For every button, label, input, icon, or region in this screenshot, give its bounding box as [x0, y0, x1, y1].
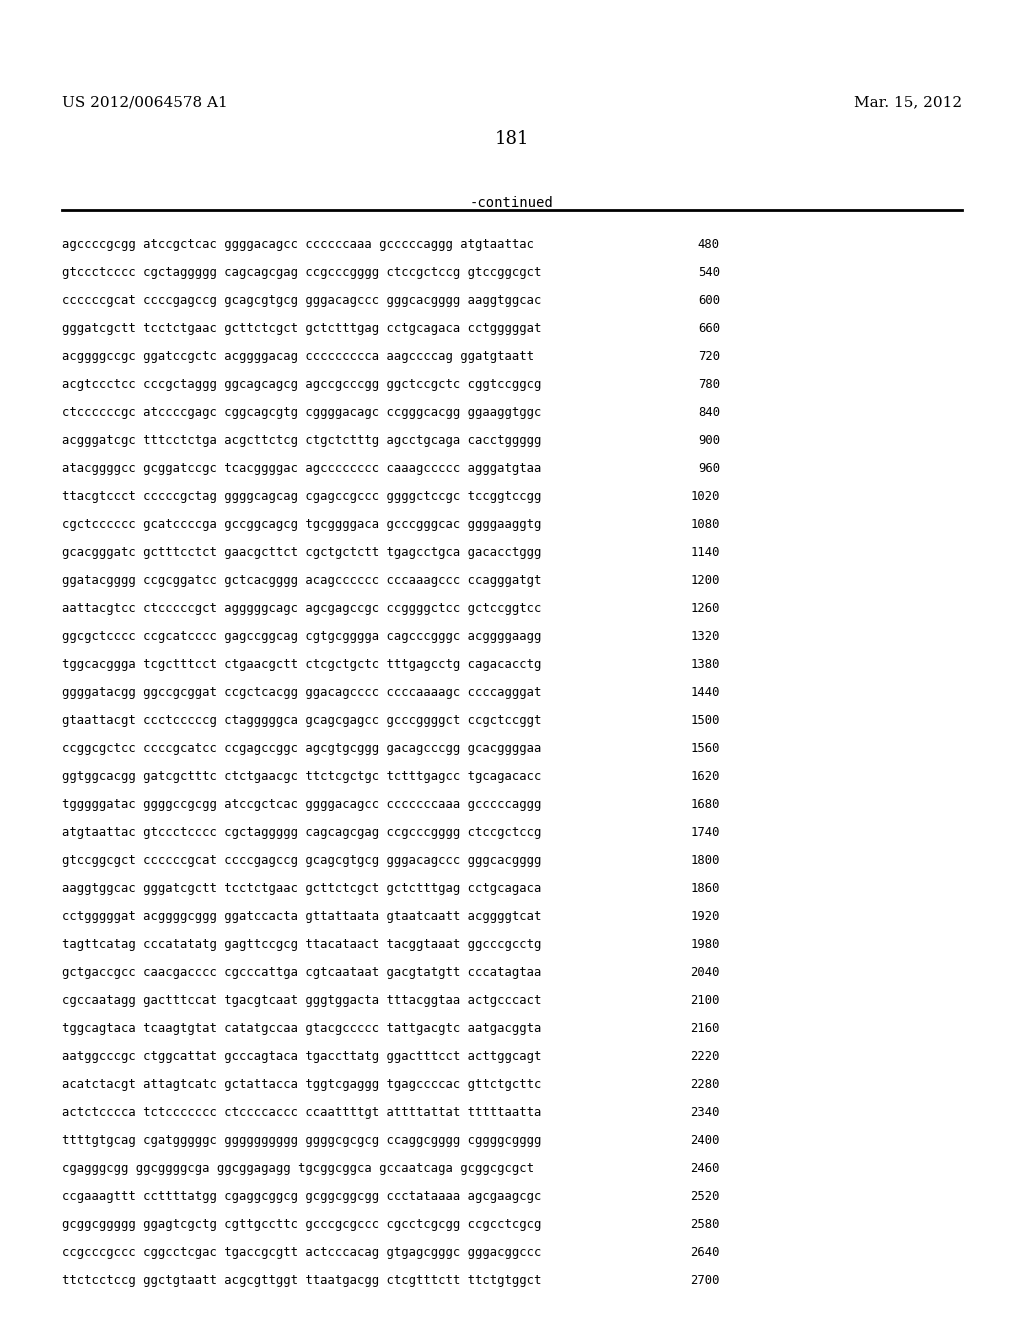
Text: 900: 900	[698, 434, 720, 447]
Text: 480: 480	[698, 238, 720, 251]
Text: 1800: 1800	[690, 854, 720, 867]
Text: 1140: 1140	[690, 546, 720, 558]
Text: 600: 600	[698, 294, 720, 308]
Text: cgagggcgg ggcggggcga ggcggagagg tgcggcggca gccaatcaga gcggcgcgct: cgagggcgg ggcggggcga ggcggagagg tgcggcgg…	[62, 1162, 534, 1175]
Text: gtccggcgct ccccccgcat ccccgagccg gcagcgtgcg gggacagccc gggcacgggg: gtccggcgct ccccccgcat ccccgagccg gcagcgt…	[62, 854, 542, 867]
Text: 1980: 1980	[690, 939, 720, 950]
Text: gtccctcccc cgctaggggg cagcagcgag ccgcccgggg ctccgctccg gtccggcgct: gtccctcccc cgctaggggg cagcagcgag ccgcccg…	[62, 267, 542, 279]
Text: 1200: 1200	[690, 574, 720, 587]
Text: 181: 181	[495, 129, 529, 148]
Text: agccccgcgg atccgctcac ggggacagcc ccccccaaa gcccccaggg atgtaattac: agccccgcgg atccgctcac ggggacagcc cccccca…	[62, 238, 534, 251]
Text: ccgcccgccc cggcctcgac tgaccgcgtt actcccacag gtgagcgggc gggacggccc: ccgcccgccc cggcctcgac tgaccgcgtt actccca…	[62, 1246, 542, 1259]
Text: 1020: 1020	[690, 490, 720, 503]
Text: 2040: 2040	[690, 966, 720, 979]
Text: actctcccca tctccccccc ctccccaccc ccaattttgt attttattat tttttaatta: actctcccca tctccccccc ctccccaccc ccaattt…	[62, 1106, 542, 1119]
Text: 1560: 1560	[690, 742, 720, 755]
Text: tgggggatac ggggccgcgg atccgctcac ggggacagcc cccccccaaa gcccccaggg: tgggggatac ggggccgcgg atccgctcac ggggaca…	[62, 799, 542, 810]
Text: acgtccctcc cccgctaggg ggcagcagcg agccgcccgg ggctccgctc cggtccggcg: acgtccctcc cccgctaggg ggcagcagcg agccgcc…	[62, 378, 542, 391]
Text: cgccaatagg gactttccat tgacgtcaat gggtggacta tttacggtaa actgcccact: cgccaatagg gactttccat tgacgtcaat gggtgga…	[62, 994, 542, 1007]
Text: 1380: 1380	[690, 657, 720, 671]
Text: 840: 840	[698, 407, 720, 418]
Text: ggatacgggg ccgcggatcc gctcacgggg acagcccccc cccaaagccc ccagggatgt: ggatacgggg ccgcggatcc gctcacgggg acagccc…	[62, 574, 542, 587]
Text: ttacgtccct cccccgctag ggggcagcag cgagccgccc ggggctccgc tccggtccgg: ttacgtccct cccccgctag ggggcagcag cgagccg…	[62, 490, 542, 503]
Text: ggggatacgg ggccgcggat ccgctcacgg ggacagcccc ccccaaaagc ccccagggat: ggggatacgg ggccgcggat ccgctcacgg ggacagc…	[62, 686, 542, 700]
Text: ggcgctcccc ccgcatcccc gagccggcag cgtgcgggga cagcccgggc acggggaagg: ggcgctcccc ccgcatcccc gagccggcag cgtgcgg…	[62, 630, 542, 643]
Text: 1440: 1440	[690, 686, 720, 700]
Text: acgggatcgc tttcctctga acgcttctcg ctgctctttg agcctgcaga cacctggggg: acgggatcgc tttcctctga acgcttctcg ctgctct…	[62, 434, 542, 447]
Text: gctgaccgcc caacgacccc cgcccattga cgtcaataat gacgtatgtt cccatagtaa: gctgaccgcc caacgacccc cgcccattga cgtcaat…	[62, 966, 542, 979]
Text: 1080: 1080	[690, 517, 720, 531]
Text: 2100: 2100	[690, 994, 720, 1007]
Text: 1500: 1500	[690, 714, 720, 727]
Text: cctgggggat acggggcggg ggatccacta gttattaata gtaatcaatt acggggtcat: cctgggggat acggggcggg ggatccacta gttatta…	[62, 909, 542, 923]
Text: 720: 720	[698, 350, 720, 363]
Text: tggcacggga tcgctttcct ctgaacgctt ctcgctgctc tttgagcctg cagacacctg: tggcacggga tcgctttcct ctgaacgctt ctcgctg…	[62, 657, 542, 671]
Text: 2280: 2280	[690, 1078, 720, 1092]
Text: 1260: 1260	[690, 602, 720, 615]
Text: gggatcgctt tcctctgaac gcttctcgct gctctttgag cctgcagaca cctgggggat: gggatcgctt tcctctgaac gcttctcgct gctcttt…	[62, 322, 542, 335]
Text: 1740: 1740	[690, 826, 720, 840]
Text: gcacgggatc gctttcctct gaacgcttct cgctgctctt tgagcctgca gacacctggg: gcacgggatc gctttcctct gaacgcttct cgctgct…	[62, 546, 542, 558]
Text: 2460: 2460	[690, 1162, 720, 1175]
Text: aattacgtcc ctcccccgct agggggcagc agcgagccgc ccggggctcc gctccggtcc: aattacgtcc ctcccccgct agggggcagc agcgagc…	[62, 602, 542, 615]
Text: atacggggcc gcggatccgc tcacggggac agcccccccc caaagccccc agggatgtaa: atacggggcc gcggatccgc tcacggggac agccccc…	[62, 462, 542, 475]
Text: US 2012/0064578 A1: US 2012/0064578 A1	[62, 95, 227, 110]
Text: ttttgtgcag cgatgggggc gggggggggg ggggcgcgcg ccaggcgggg cggggcgggg: ttttgtgcag cgatgggggc gggggggggg ggggcgc…	[62, 1134, 542, 1147]
Text: 1860: 1860	[690, 882, 720, 895]
Text: ggtggcacgg gatcgctttc ctctgaacgc ttctcgctgc tctttgagcc tgcagacacc: ggtggcacgg gatcgctttc ctctgaacgc ttctcgc…	[62, 770, 542, 783]
Text: 540: 540	[698, 267, 720, 279]
Text: ttctcctccg ggctgtaatt acgcgttggt ttaatgacgg ctcgtttctt ttctgtggct: ttctcctccg ggctgtaatt acgcgttggt ttaatga…	[62, 1274, 542, 1287]
Text: 1320: 1320	[690, 630, 720, 643]
Text: 2700: 2700	[690, 1274, 720, 1287]
Text: 1680: 1680	[690, 799, 720, 810]
Text: 960: 960	[698, 462, 720, 475]
Text: 660: 660	[698, 322, 720, 335]
Text: cgctcccccc gcatccccga gccggcagcg tgcggggaca gcccgggcac ggggaaggtg: cgctcccccc gcatccccga gccggcagcg tgcgggg…	[62, 517, 542, 531]
Text: ccggcgctcc ccccgcatcc ccgagccggc agcgtgcggg gacagcccgg gcacggggaa: ccggcgctcc ccccgcatcc ccgagccggc agcgtgc…	[62, 742, 542, 755]
Text: acggggccgc ggatccgctc acggggacag ccccccccca aagccccag ggatgtaatt: acggggccgc ggatccgctc acggggacag ccccccc…	[62, 350, 534, 363]
Text: gcggcggggg ggagtcgctg cgttgccttc gcccgcgccc cgcctcgcgg ccgcctcgcg: gcggcggggg ggagtcgctg cgttgccttc gcccgcg…	[62, 1218, 542, 1232]
Text: 2640: 2640	[690, 1246, 720, 1259]
Text: Mar. 15, 2012: Mar. 15, 2012	[854, 95, 962, 110]
Text: 2160: 2160	[690, 1022, 720, 1035]
Text: 780: 780	[698, 378, 720, 391]
Text: tagttcatag cccatatatg gagttccgcg ttacataact tacggtaaat ggcccgcctg: tagttcatag cccatatatg gagttccgcg ttacata…	[62, 939, 542, 950]
Text: ccccccgcat ccccgagccg gcagcgtgcg gggacagccc gggcacgggg aaggtggcac: ccccccgcat ccccgagccg gcagcgtgcg gggacag…	[62, 294, 542, 308]
Text: aatggcccgc ctggcattat gcccagtaca tgaccttatg ggactttcct acttggcagt: aatggcccgc ctggcattat gcccagtaca tgacctt…	[62, 1049, 542, 1063]
Text: 1920: 1920	[690, 909, 720, 923]
Text: atgtaattac gtccctcccc cgctaggggg cagcagcgag ccgcccgggg ctccgctccg: atgtaattac gtccctcccc cgctaggggg cagcagc…	[62, 826, 542, 840]
Text: -continued: -continued	[470, 195, 554, 210]
Text: 2520: 2520	[690, 1191, 720, 1203]
Text: ccgaaagttt ccttttatgg cgaggcggcg gcggcggcgg ccctataaaa agcgaagcgc: ccgaaagttt ccttttatgg cgaggcggcg gcggcgg…	[62, 1191, 542, 1203]
Text: 2580: 2580	[690, 1218, 720, 1232]
Text: aaggtggcac gggatcgctt tcctctgaac gcttctcgct gctctttgag cctgcagaca: aaggtggcac gggatcgctt tcctctgaac gcttctc…	[62, 882, 542, 895]
Text: 2340: 2340	[690, 1106, 720, 1119]
Text: tggcagtaca tcaagtgtat catatgccaa gtacgccccc tattgacgtc aatgacggta: tggcagtaca tcaagtgtat catatgccaa gtacgcc…	[62, 1022, 542, 1035]
Text: gtaattacgt ccctcccccg ctagggggca gcagcgagcc gcccggggct ccgctccggt: gtaattacgt ccctcccccg ctagggggca gcagcga…	[62, 714, 542, 727]
Text: 1620: 1620	[690, 770, 720, 783]
Text: 2220: 2220	[690, 1049, 720, 1063]
Text: ctccccccgc atccccgagc cggcagcgtg cggggacagc ccgggcacgg ggaaggtggc: ctccccccgc atccccgagc cggcagcgtg cggggac…	[62, 407, 542, 418]
Text: 2400: 2400	[690, 1134, 720, 1147]
Text: acatctacgt attagtcatc gctattacca tggtcgaggg tgagccccac gttctgcttc: acatctacgt attagtcatc gctattacca tggtcga…	[62, 1078, 542, 1092]
